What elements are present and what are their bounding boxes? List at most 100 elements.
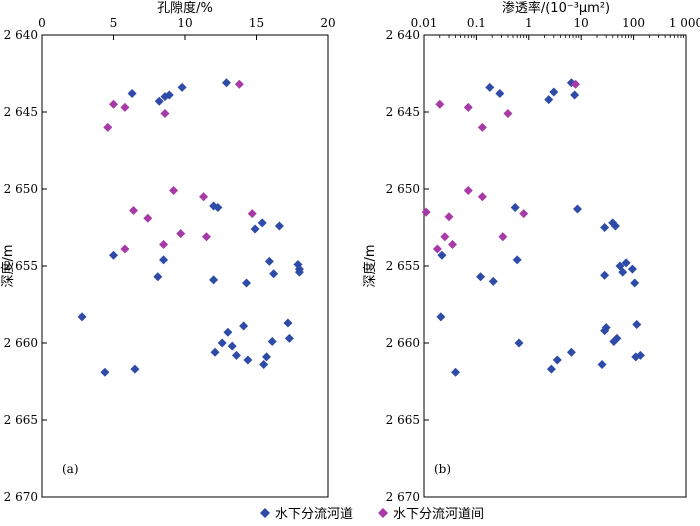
x-tick-label: 10 — [574, 16, 589, 30]
data-point-channel — [257, 218, 267, 228]
data-point-channel — [231, 350, 241, 360]
legend-label-interchannel: 水下分流河道间 — [393, 507, 484, 522]
data-point-interchannel — [463, 186, 473, 196]
y-tick-label: 2 660 — [386, 336, 420, 350]
data-point-interchannel — [444, 212, 454, 222]
panel-b-y-axis-title: 深度/m — [362, 244, 378, 287]
legend: 水下分流河道 水下分流河道间 — [260, 507, 484, 522]
x-tick-label: 0.1 — [467, 16, 486, 30]
data-point-channel — [488, 276, 498, 286]
data-point-channel — [100, 367, 110, 377]
data-point-channel — [566, 347, 576, 357]
x-tick-label: 5 — [110, 16, 118, 30]
data-point-interchannel — [109, 99, 118, 109]
y-tick-label: 2 650 — [4, 182, 38, 196]
data-point-channel — [209, 275, 219, 285]
data-point-channel — [217, 338, 227, 348]
y-tick-label: 2 640 — [386, 28, 420, 42]
x-tick-label: 100 — [622, 16, 645, 30]
data-point-interchannel — [103, 122, 113, 132]
data-point-channel — [600, 223, 610, 232]
x-tick-label: 20 — [320, 16, 335, 30]
y-tick-label: 2 670 — [4, 490, 38, 504]
data-point-channel — [153, 272, 163, 282]
data-point-channel — [221, 78, 231, 88]
data-point-interchannel — [201, 232, 211, 242]
data-point-channel — [284, 333, 294, 343]
data-point-interchannel — [448, 239, 458, 249]
panel-b-points — [421, 78, 645, 377]
data-point-channel — [262, 352, 272, 362]
legend-label-channel: 水下分流河道 — [275, 507, 353, 522]
data-point-channel — [618, 267, 628, 277]
data-point-interchannel — [435, 99, 445, 109]
data-point-channel — [259, 360, 269, 370]
data-point-interchannel — [571, 79, 581, 89]
y-tick-label: 2 660 — [4, 336, 38, 350]
data-point-channel — [77, 312, 87, 322]
data-point-channel — [159, 255, 169, 265]
data-point-channel — [267, 336, 277, 346]
panel-a-label: (a) — [62, 462, 79, 476]
panel-a-x-ticks: 0 5 10 15 20 — [38, 16, 336, 40]
data-point-interchannel — [247, 209, 257, 219]
y-tick-label: 2 665 — [4, 413, 38, 427]
data-point-interchannel — [120, 102, 130, 112]
panel-a-frame — [41, 34, 329, 498]
data-point-interchannel — [463, 102, 473, 112]
data-point-channel — [437, 250, 447, 260]
data-point-channel — [451, 367, 461, 377]
data-point-channel — [573, 204, 583, 214]
data-point-channel — [544, 95, 554, 105]
data-point-channel — [436, 312, 446, 322]
data-point-channel — [239, 321, 249, 331]
legend-marker-channel — [260, 508, 270, 518]
data-point-interchannel — [421, 207, 431, 217]
data-point-channel — [223, 327, 233, 337]
data-point-interchannel — [234, 79, 244, 89]
data-point-channel — [264, 256, 274, 266]
data-point-channel — [210, 347, 220, 357]
x-tick-label: 0.01 — [411, 16, 438, 30]
y-tick-label: 2 655 — [4, 259, 38, 273]
panel-b-frame — [423, 34, 687, 498]
x-tick-label: 10 — [177, 16, 192, 30]
data-point-interchannel — [519, 209, 529, 219]
data-point-channel — [632, 320, 642, 330]
data-point-channel — [294, 267, 304, 277]
data-point-interchannel — [143, 213, 153, 223]
data-point-channel — [570, 90, 580, 100]
data-point-channel — [109, 250, 118, 260]
data-point-interchannel — [129, 206, 139, 216]
y-tick-label: 2 665 — [386, 413, 420, 427]
data-point-channel — [630, 278, 640, 288]
panel-b-label: (b) — [434, 462, 451, 476]
data-point-interchannel — [160, 109, 170, 119]
data-point-channel — [627, 264, 637, 274]
data-point-channel — [274, 221, 284, 231]
y-tick-label: 2 670 — [386, 490, 420, 504]
data-point-channel — [130, 364, 140, 374]
data-point-channel — [154, 96, 164, 106]
data-point-channel — [127, 89, 137, 99]
panel-a-y-ticks: 2 640 2 645 2 650 2 655 2 660 2 665 2 670 — [4, 28, 47, 504]
data-point-channel — [243, 355, 253, 365]
data-point-interchannel — [477, 192, 487, 202]
x-tick-label: 1 000 — [669, 16, 700, 30]
data-point-channel — [250, 224, 260, 234]
data-point-channel — [177, 82, 187, 92]
data-point-channel — [610, 221, 620, 231]
data-point-channel — [600, 326, 610, 336]
data-point-interchannel — [199, 192, 209, 202]
data-point-channel — [600, 270, 610, 280]
data-point-channel — [283, 318, 293, 328]
data-point-interchannel — [477, 122, 487, 132]
data-point-interchannel — [503, 109, 513, 119]
y-tick-label: 2 655 — [386, 259, 420, 273]
data-point-interchannel — [498, 232, 508, 242]
data-point-channel — [476, 272, 486, 282]
data-point-channel — [227, 341, 237, 351]
data-point-interchannel — [120, 244, 130, 254]
